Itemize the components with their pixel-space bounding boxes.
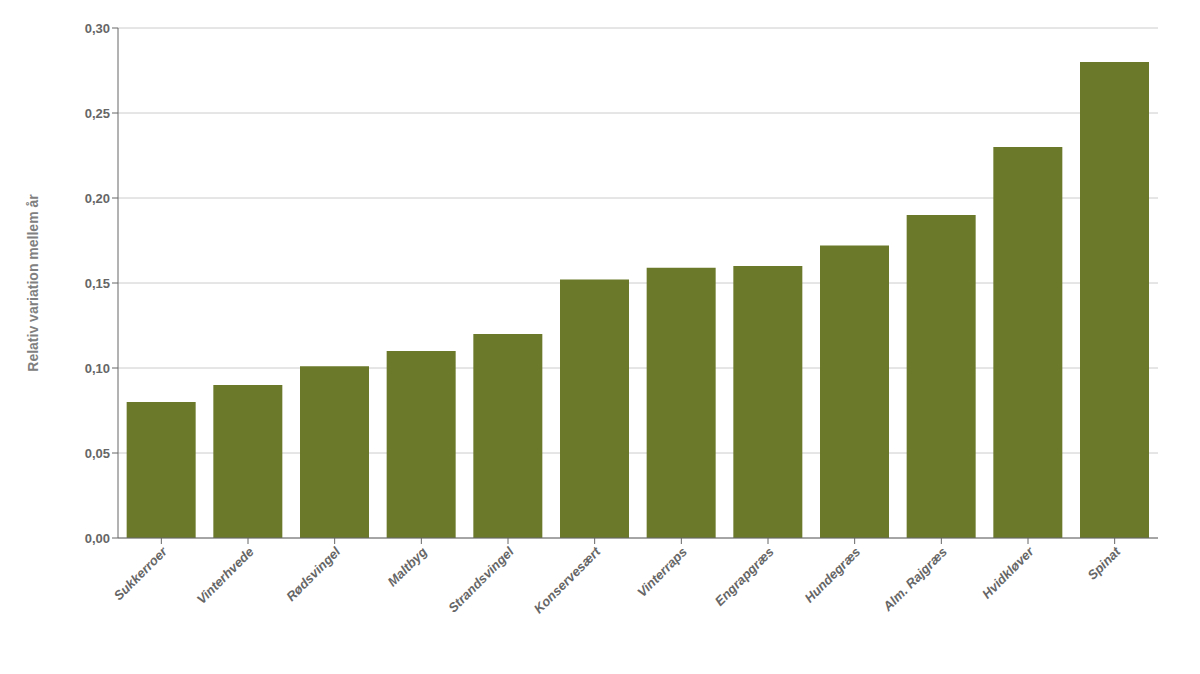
svg-text:Hvidkløver: Hvidkløver [979, 543, 1037, 601]
svg-text:Relativ variation mellem år: Relativ variation mellem år [25, 194, 41, 372]
svg-text:0,30: 0,30 [85, 21, 110, 36]
svg-text:Sukkerroer: Sukkerroer [111, 543, 171, 603]
svg-text:Vinterhvede: Vinterhvede [194, 544, 257, 607]
svg-text:Engrapgræs: Engrapgræs [712, 544, 777, 609]
svg-text:0,05: 0,05 [85, 446, 110, 461]
svg-text:Maltbyg: Maltbyg [385, 544, 430, 589]
svg-text:0,20: 0,20 [85, 191, 110, 206]
svg-text:Hundegræs: Hundegræs [802, 544, 864, 606]
svg-text:Alm. Rajgræs: Alm. Rajgræs [879, 544, 950, 615]
svg-text:Rødsvingel: Rødsvingel [283, 544, 343, 604]
svg-text:Spinat: Spinat [1085, 544, 1124, 583]
svg-text:0,00: 0,00 [85, 531, 110, 546]
svg-text:Konservesært: Konservesært [531, 544, 604, 617]
svg-text:0,10: 0,10 [85, 361, 110, 376]
svg-text:Strandsvingel: Strandsvingel [445, 544, 517, 616]
svg-text:0,25: 0,25 [85, 106, 110, 121]
svg-text:0,15: 0,15 [85, 276, 110, 291]
svg-text:Vinterraps: Vinterraps [634, 544, 690, 600]
